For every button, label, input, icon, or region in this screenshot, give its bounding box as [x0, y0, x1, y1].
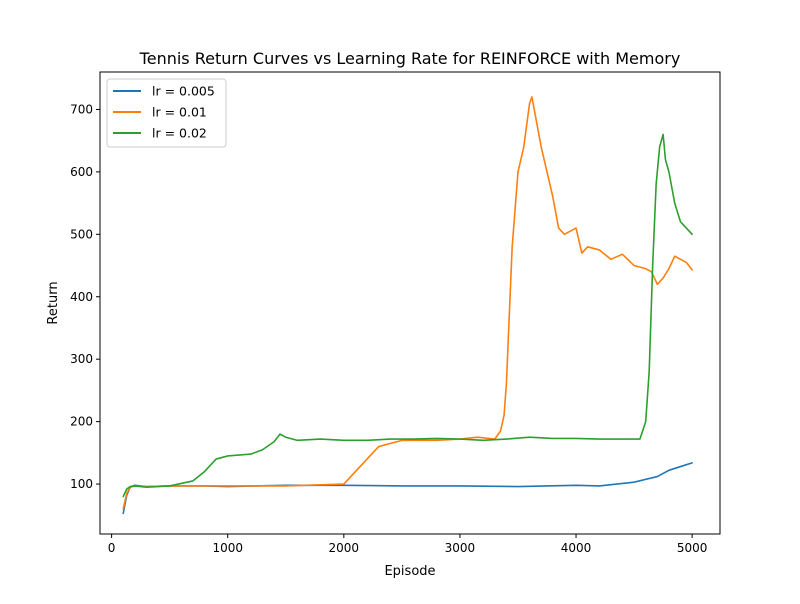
chart-title: Tennis Return Curves vs Learning Rate fo… [139, 49, 681, 68]
legend-label-1: lr = 0.01 [152, 105, 207, 120]
x-tick-label: 1000 [212, 541, 243, 555]
x-axis-label: Episode [384, 564, 435, 579]
series-layer [122, 96, 693, 515]
series-line-2 [122, 133, 693, 498]
legend: lr = 0.005 lr = 0.01 lr = 0.02 [106, 78, 227, 148]
x-tick-label: 5000 [677, 541, 708, 555]
y-tick-label: 700 [70, 102, 93, 116]
y-tick-label: 200 [70, 415, 93, 429]
y-tick-label: 100 [70, 477, 93, 491]
plot-area [99, 71, 721, 535]
y-axis-label: Return [46, 281, 61, 324]
x-tick-label: 0 [108, 541, 116, 555]
x-tick-label: 2000 [329, 541, 360, 555]
y-tick-label: 300 [70, 352, 93, 366]
series-line-1 [122, 96, 693, 510]
y-tick-label: 400 [70, 290, 93, 304]
y-tick-label: 600 [70, 165, 93, 179]
legend-frame [106, 78, 227, 148]
legend-label-2: lr = 0.02 [152, 126, 207, 141]
x-tick-label: 3000 [445, 541, 476, 555]
plot-frame [99, 71, 721, 535]
y-tick-label: 500 [70, 227, 93, 241]
legend-label-0: lr = 0.005 [152, 84, 215, 99]
x-tick-label: 4000 [561, 541, 592, 555]
x-axis: 0 1000 2000 3000 4000 5000 [108, 534, 708, 555]
y-axis: 100 200 300 400 500 600 700 [70, 102, 100, 491]
